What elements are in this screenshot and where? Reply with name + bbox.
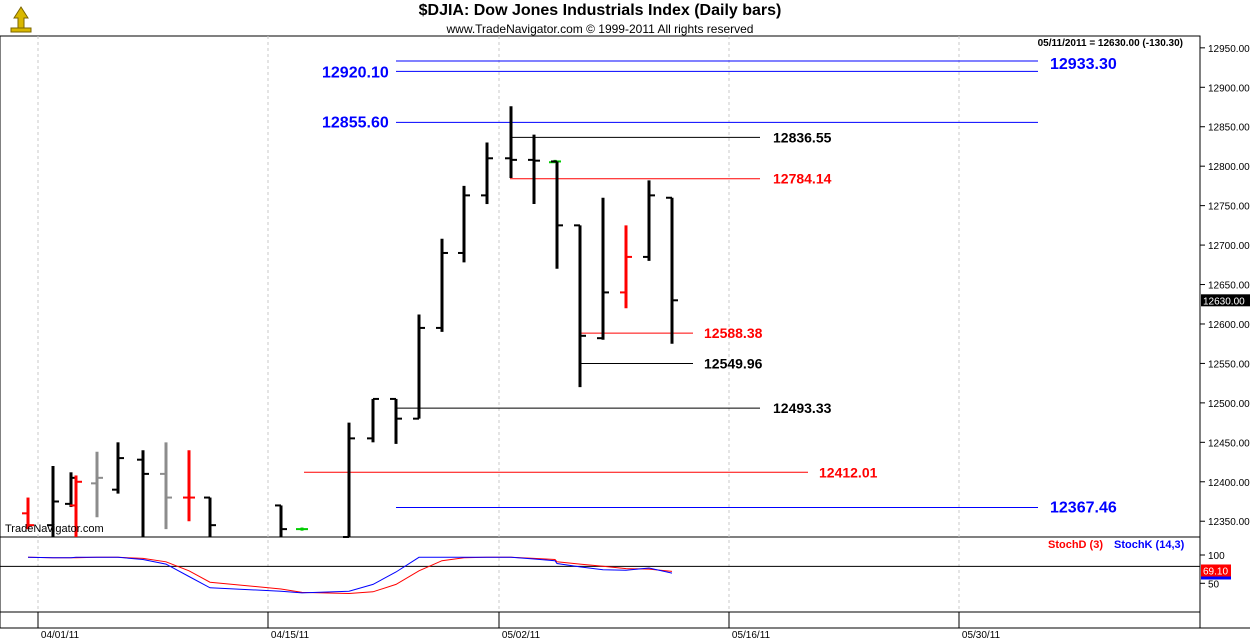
y-tick-label: 12600.00 <box>1208 320 1250 331</box>
chart-title: $DJIA: Dow Jones Industrials Index (Dail… <box>418 2 782 19</box>
level-label: 12920.10 <box>322 64 389 81</box>
x-tick-label: 05/02/11 <box>502 630 541 641</box>
y-tick-label: 12700.00 <box>1208 241 1250 252</box>
osc-legend-stochk: StochK (14,3) <box>1114 539 1185 551</box>
osc-value-tag-k <box>1201 576 1231 580</box>
x-tick-label: 05/16/11 <box>732 630 771 641</box>
plot-frame <box>0 35 1201 629</box>
y-tick-label: 12850.00 <box>1208 123 1250 134</box>
level-label: 12855.60 <box>322 114 389 131</box>
last-price-tag-label: 12630.00 <box>1203 296 1245 307</box>
x-tick-label: 05/30/11 <box>962 630 1001 641</box>
y-tick-label: 12950.00 <box>1208 44 1250 55</box>
y-tick-label: 12350.00 <box>1208 517 1250 528</box>
osc-series-line <box>27 556 673 595</box>
y-tick-label: 12900.00 <box>1208 83 1250 94</box>
level-label: 12588.38 <box>704 325 763 341</box>
x-tick-label: 04/15/11 <box>271 630 310 641</box>
level-label: 12784.14 <box>773 171 832 187</box>
osc-value-tag <box>1201 564 1231 577</box>
level-label: 12493.33 <box>773 400 832 416</box>
level-label: 12367.46 <box>1050 499 1117 516</box>
watermark: TradeNavigator.com <box>5 523 104 535</box>
y-tick-label: 12650.00 <box>1208 281 1250 292</box>
last-price-tag <box>1201 294 1250 307</box>
y-tick-label: 12550.00 <box>1208 359 1250 370</box>
y-tick-label: 12400.00 <box>1208 478 1250 489</box>
osc-legend-stochd: StochD (3) <box>1048 539 1103 551</box>
level-label: 12549.96 <box>704 355 763 371</box>
level-label: 12836.55 <box>773 129 832 145</box>
osc-value-label: 69.10 <box>1203 566 1228 577</box>
level-label: 12933.30 <box>1050 56 1117 73</box>
osc-series-line <box>27 556 673 594</box>
y-tick-label: 12750.00 <box>1208 202 1250 213</box>
level-label: 12412.01 <box>819 464 878 480</box>
x-tick-label: 04/01/11 <box>41 630 80 641</box>
chart-subtitle: www.TradeNavigator.com © 1999-2011 All r… <box>446 22 754 36</box>
osc-y-tick-label: 50 <box>1208 579 1220 590</box>
y-tick-label: 12450.00 <box>1208 438 1250 449</box>
y-tick-label: 12800.00 <box>1208 162 1250 173</box>
status-text: 05/11/2011 = 12630.00 (-130.30) <box>1038 38 1183 49</box>
y-tick-label: 12500.00 <box>1208 399 1250 410</box>
tradenavigator-logo-icon <box>8 4 34 34</box>
osc-y-tick-label: 100 <box>1208 551 1225 562</box>
